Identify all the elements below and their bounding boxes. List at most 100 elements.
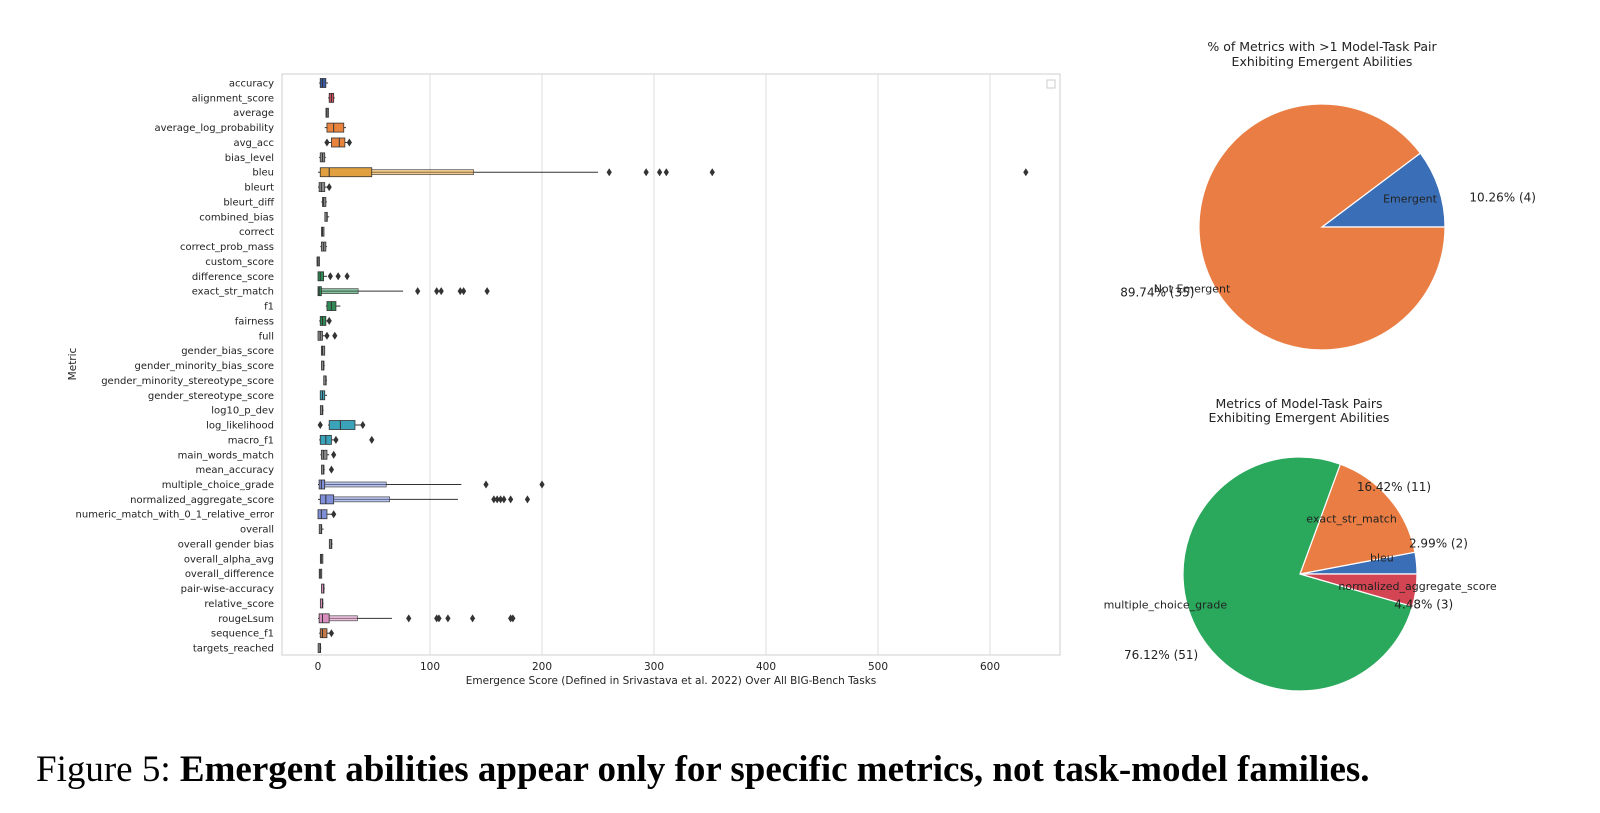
box-multiple_choice_grade [318,479,545,490]
outlier-marker [335,272,341,281]
outlier-marker [434,287,440,296]
box-log10_p_dev [319,405,324,416]
box [319,78,327,88]
box-numeric_match_with_0_1_relative_error [317,509,337,520]
outlier-marker [331,510,337,519]
y-tick-label: normalized_aggregate_score [130,495,274,506]
outlier-marker [508,495,514,504]
box-tail [324,481,387,488]
box [331,137,346,148]
box-overall_alpha_avg [319,553,324,564]
outlier-marker [326,316,332,325]
outlier-marker [484,287,490,296]
outlier-marker [331,450,337,459]
y-tick-label: accuracy [229,79,274,90]
outlier-marker [461,287,467,296]
y-tick-label: pair-wise-accuracy [181,584,274,595]
box-bleu [318,167,1029,178]
box [319,494,335,505]
x-tick-label: 200 [532,661,552,673]
outlier-marker [360,421,366,430]
outlier-marker [483,480,489,489]
box [320,345,326,356]
box-custom_score [316,256,320,267]
y-tick-label: correct_prob_mass [180,242,274,253]
box-macro_f1 [319,434,375,445]
pie-slice-normalized_aggregate_score [1299,573,1418,608]
outlier-marker [501,495,507,504]
y-tick-label: correct [239,227,274,238]
box-tail [371,169,474,176]
box-avg_acc [324,137,352,148]
outlier-marker [539,480,545,489]
box [320,449,328,460]
outlier-marker [438,287,444,296]
box-correct [321,226,325,237]
box-mean_accuracy [321,464,335,475]
outlier-marker [491,495,497,504]
outlier-marker [415,287,421,296]
pie-slice-multiple_choice_grade [1182,456,1414,692]
outlier-marker [497,495,504,504]
pie-pct-label: 10.26% (4) [1469,190,1536,204]
box-exact_str_match [317,286,490,297]
outlier-marker [510,614,516,623]
pie-label: bleu [1370,551,1394,564]
box [318,479,326,490]
figure-caption: Figure 5: Emergent abilities appear only… [36,748,1370,791]
box [317,271,324,282]
pie-label: exact_str_match [1306,513,1397,526]
box-average_log_probability [324,122,346,133]
box [328,420,356,430]
outlier-marker [457,287,463,296]
box-gender_stereotype_score [319,390,327,401]
outlier-marker [332,331,338,340]
y-tick-label: targets_reached [193,644,274,655]
pie-label: Not Emergent [1154,282,1231,295]
pie-label: Emergent [1383,193,1437,206]
outlier-marker [333,435,339,444]
box-difference_score [317,271,350,282]
box-bias_level [319,152,326,163]
pie-pct-label: 76.12% (51) [1124,648,1198,662]
box-alignment_score [328,92,335,103]
box-full [317,330,338,341]
box-bleurt_diff [321,197,327,207]
pie-pct-label: 89.74% (35) [1120,286,1194,300]
y-tick-label: custom_score [205,257,274,268]
box-gender_minority_stereotype_score [323,375,327,386]
box-tail [321,288,359,294]
y-tick-label: gender_stereotype_score [148,391,274,402]
outlier-marker [326,183,332,192]
box-sequence_f1 [319,628,335,639]
box [322,197,327,207]
box-gender_bias_score [320,345,326,356]
box [319,628,328,639]
y-tick-label: difference_score [192,272,274,283]
pie2-title-line2: Exhibiting Emergent Abilities [1209,410,1390,425]
figure-caption-label: Figure 5: [36,749,171,790]
box-normalized_aggregate_score [318,494,531,505]
x-tick-labels: 0 100 200 300 400 500 600 [315,661,1000,673]
box-marks [316,78,1029,653]
box-bleurt [318,182,332,192]
box-log_likelihood [317,420,366,430]
y-tick-label: log10_p_dev [211,406,274,417]
y-tick-label: sequence_f1 [211,629,274,640]
box-overall_difference [318,568,323,579]
outlier-marker [369,435,375,444]
y-tick-label: main_words_match [178,450,274,461]
y-tick-label: overall [240,525,274,536]
outlier-marker [709,168,715,177]
grid-lines [429,74,991,655]
box-tail [333,496,390,503]
pie2-title-line1: Metrics of Model-Task Pairs [1216,396,1383,411]
outlier-marker [643,168,649,177]
box-fairness [319,316,332,326]
x-axis-label: Emergence Score (Defined in Srivastava e… [466,675,877,687]
box-correct_prob_mass [320,241,327,252]
box-combined_bias [324,211,330,222]
